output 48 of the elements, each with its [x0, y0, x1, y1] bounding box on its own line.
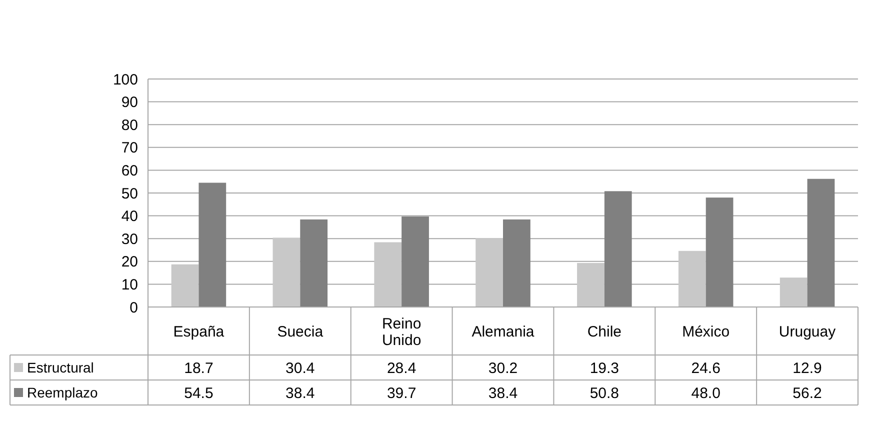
x-tick-label: Reino Unido [382, 315, 422, 349]
bar [706, 198, 734, 307]
data-label: 30.4 [286, 360, 315, 377]
bar [374, 242, 402, 307]
y-tick-label: 20 [121, 254, 138, 271]
x-tick-label: España [173, 323, 225, 340]
bar [476, 238, 503, 307]
x-tick-label: Suecia [277, 323, 324, 340]
bar [807, 178, 835, 307]
data-label: 50.8 [590, 384, 620, 402]
legend-label: Reemplazo [27, 384, 98, 400]
y-tick-label: 70 [121, 140, 138, 157]
bar [503, 219, 530, 307]
y-tick-label: 100 [112, 71, 138, 88]
x-tick-label: Chile [587, 323, 622, 340]
bar [171, 264, 199, 307]
data-label: 38.4 [488, 384, 518, 402]
y-tick-label: 50 [121, 185, 138, 202]
y-tick-label: 0 [130, 299, 138, 316]
data-label: 48.0 [691, 384, 720, 402]
data-label: 54.5 [184, 384, 214, 402]
bar [678, 250, 706, 307]
bar [300, 219, 328, 307]
bar [577, 262, 604, 307]
y-tick-label: 40 [121, 208, 138, 226]
data-label: 18.7 [184, 360, 214, 377]
y-tick-label: 80 [121, 116, 138, 134]
data-label: 24.6 [691, 360, 720, 377]
data-label: 19.3 [590, 360, 620, 377]
bar [780, 278, 808, 307]
data-label: 12.9 [792, 360, 822, 377]
data-label: 28.4 [386, 360, 416, 377]
y-tick-label: 60 [121, 162, 138, 180]
legend-label: Estructural [27, 359, 94, 376]
bar [604, 191, 632, 307]
bar [402, 216, 429, 307]
x-tick-label: México [682, 323, 730, 340]
data-label: 30.2 [488, 360, 518, 377]
data-label: 56.2 [792, 384, 822, 402]
y-tick-label: 10 [121, 276, 138, 294]
y-tick-label: 90 [121, 94, 138, 112]
data-label: 39.7 [386, 384, 416, 402]
data-label: 38.4 [286, 384, 315, 402]
bar [272, 238, 300, 307]
x-tick-label: Alemania [472, 323, 535, 340]
x-tick-label: Uruguay [778, 323, 836, 340]
y-tick-label: 30 [121, 230, 138, 248]
bar [198, 182, 226, 307]
